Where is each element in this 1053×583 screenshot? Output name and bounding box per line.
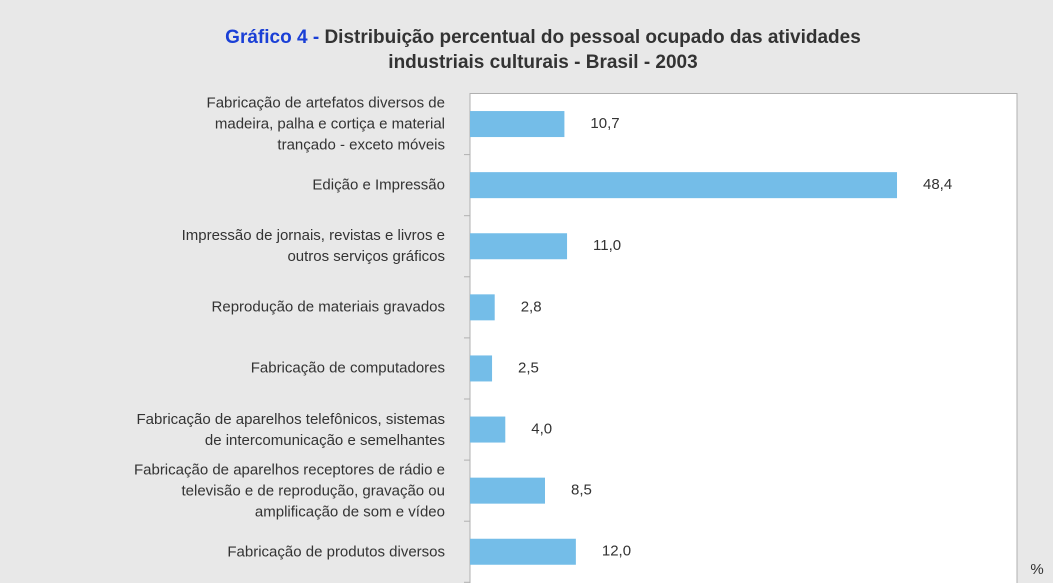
plot-area bbox=[469, 93, 1018, 583]
bar bbox=[470, 294, 495, 321]
bar bbox=[470, 355, 493, 382]
value-label: 2,8 bbox=[521, 298, 542, 315]
value-label: 2,5 bbox=[518, 359, 539, 376]
category-label: Fabricação de computadores bbox=[250, 359, 445, 377]
category-label: Edição e Impressão bbox=[312, 176, 445, 194]
bar bbox=[470, 477, 545, 504]
value-label: 12,0 bbox=[602, 543, 631, 560]
value-label: 11,0 bbox=[593, 237, 621, 254]
chart-title: Gráfico 4 - Distribuição percentual do p… bbox=[225, 27, 861, 48]
value-label: 10,7 bbox=[590, 115, 619, 132]
category-label: Fabricação de artefatos diversos de made… bbox=[206, 94, 445, 154]
value-label: 48,4 bbox=[923, 176, 952, 193]
category-label: Impressão de jornais, revistas e livros … bbox=[181, 227, 445, 266]
category-label: Reprodução de materiais gravados bbox=[211, 298, 445, 316]
value-label: 8,5 bbox=[571, 482, 592, 499]
category-label: Fabricação de produtos diversos bbox=[227, 543, 445, 561]
value-label: 4,0 bbox=[531, 421, 552, 438]
title-label: Gráfico 4 - bbox=[225, 27, 319, 48]
category-label: Fabricação de aparelhos telefônicos, sis… bbox=[136, 410, 446, 449]
chart-title: industriais culturais - Brasil - 2003 bbox=[388, 52, 697, 73]
bar bbox=[470, 111, 565, 138]
category-label: Fabricação de aparelhos receptores de rá… bbox=[133, 461, 445, 521]
bar bbox=[470, 233, 568, 260]
bar bbox=[470, 416, 506, 443]
bar bbox=[470, 172, 898, 199]
x-axis-label: % bbox=[1030, 561, 1043, 578]
title-line: Distribuição percentual do pessoal ocupa… bbox=[324, 27, 860, 48]
bar bbox=[470, 538, 576, 565]
